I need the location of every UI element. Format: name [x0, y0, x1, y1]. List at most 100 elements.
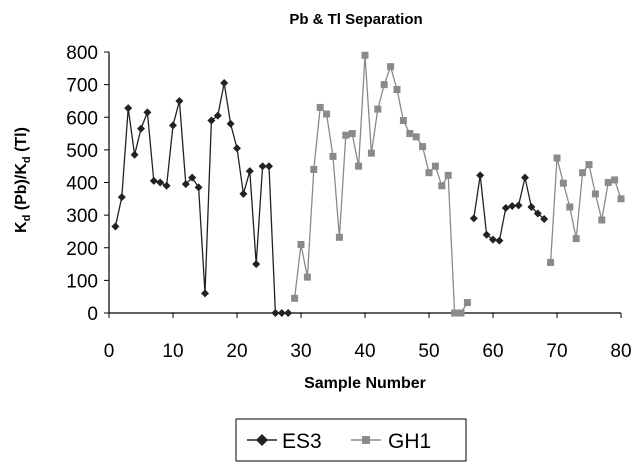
data-point-es3: [233, 144, 241, 153]
legend-gh1-label: GH1: [388, 430, 431, 453]
data-point-gh1: [361, 51, 369, 59]
data-point-gh1: [297, 240, 305, 248]
data-point-gh1: [329, 152, 337, 160]
data-point-es3: [489, 235, 497, 244]
data-point-es3: [181, 180, 190, 189]
data-point-gh1: [387, 63, 395, 71]
data-point-es3: [201, 289, 209, 298]
series-line-es3: [114, 82, 289, 314]
data-point-gh1: [323, 110, 331, 118]
data-point-gh1: [355, 162, 363, 170]
data-point-gh1: [598, 216, 606, 224]
y-tick-label: 800: [66, 43, 98, 64]
y-tick-label: 500: [66, 141, 98, 162]
legend-es3-marker-icon: [256, 434, 268, 446]
y-axis-title-sub1: d: [21, 215, 33, 222]
data-point-es3: [162, 181, 171, 190]
data-point-es3: [476, 171, 485, 180]
legend-gh1-marker-icon: [362, 436, 370, 444]
data-point-es3: [277, 309, 286, 317]
data-point-gh1: [393, 86, 401, 94]
data-point-gh1: [342, 131, 350, 139]
x-tick-label: 10: [162, 341, 183, 362]
data-point-es3: [271, 309, 280, 317]
data-point-es3: [220, 78, 229, 87]
data-point-es3: [501, 203, 510, 212]
y-tick-label: 100: [66, 271, 98, 292]
data-point-gh1: [611, 176, 619, 184]
chart-title: Pb & Tl Separation: [289, 11, 422, 28]
y-axis-title-mid: (Pb)/K: [13, 163, 30, 215]
data-point-es3: [284, 309, 293, 317]
data-point-es3: [137, 124, 145, 133]
data-point-gh1: [547, 258, 555, 266]
x-axis-title: Sample Number: [304, 375, 426, 392]
y-axis-title-sub2: d: [21, 156, 33, 163]
data-point-es3: [265, 162, 273, 171]
data-point-gh1: [463, 299, 471, 307]
data-point-es3: [149, 176, 158, 185]
data-point-es3: [117, 193, 126, 202]
data-point-es3: [111, 222, 120, 231]
data-point-es3: [540, 215, 549, 224]
data-point-gh1: [291, 294, 299, 302]
data-point-es3: [252, 260, 261, 269]
data-point-gh1: [579, 169, 587, 177]
data-point-es3: [143, 108, 152, 117]
data-point-es3: [188, 173, 197, 182]
x-tick-label: 60: [482, 341, 503, 362]
data-point-es3: [175, 96, 184, 105]
y-tick-label: 600: [66, 108, 98, 129]
y-tick-label: 200: [66, 239, 98, 260]
data-point-gh1: [617, 195, 625, 203]
y-tick-label: 400: [66, 174, 98, 195]
data-point-es3: [207, 116, 216, 125]
data-point-es3: [258, 162, 267, 171]
data-point-gh1: [604, 179, 612, 186]
data-point-gh1: [412, 133, 420, 141]
data-point-gh1: [399, 117, 407, 125]
data-point-gh1: [419, 143, 427, 151]
y-ticks: 0 100 200 300 400 500 600 700 800: [66, 43, 109, 325]
data-point-es3: [508, 201, 517, 210]
data-point-es3: [533, 209, 542, 218]
data-point-es3: [226, 119, 235, 128]
x-tick-label: 0: [104, 341, 115, 362]
y-axis-title-k1: K: [13, 221, 30, 233]
data-point-gh1: [374, 105, 382, 113]
data-point-es3: [156, 178, 165, 187]
data-point-es3: [194, 183, 203, 192]
data-point-es3: [527, 202, 536, 211]
data-point-es3: [521, 173, 529, 182]
data-point-gh1: [553, 154, 561, 162]
y-axis-title: Kd (Pb)/Kd (Tl): [13, 127, 33, 233]
data-point-es3: [469, 214, 478, 223]
data-point-gh1: [348, 130, 356, 138]
data-point-es3: [130, 150, 139, 159]
data-point-gh1: [380, 81, 388, 89]
data-point-gh1: [444, 171, 452, 179]
y-axis-title-end: (Tl): [13, 127, 30, 156]
data-point-es3: [495, 236, 504, 245]
data-point-gh1: [425, 169, 433, 177]
data-point-gh1: [406, 130, 414, 138]
data-point-gh1: [591, 190, 599, 198]
legend-es3-label: ES3: [282, 430, 322, 453]
data-point-gh1: [457, 309, 465, 317]
data-point-gh1: [572, 235, 580, 243]
data-point-gh1: [585, 161, 593, 169]
data-point-es3: [213, 111, 222, 120]
data-point-es3: [514, 201, 523, 210]
y-tick-label: 0: [87, 304, 98, 325]
data-point-gh1: [431, 162, 439, 170]
data-point-gh1: [451, 309, 459, 317]
x-tick-label: 80: [610, 341, 631, 362]
series-layer: [111, 51, 625, 317]
data-point-gh1: [559, 179, 567, 187]
data-point-es3: [482, 230, 491, 239]
x-tick-label: 40: [354, 341, 375, 362]
x-tick-label: 70: [546, 341, 567, 362]
x-tick-label: 20: [226, 341, 247, 362]
data-point-gh1: [367, 149, 375, 157]
